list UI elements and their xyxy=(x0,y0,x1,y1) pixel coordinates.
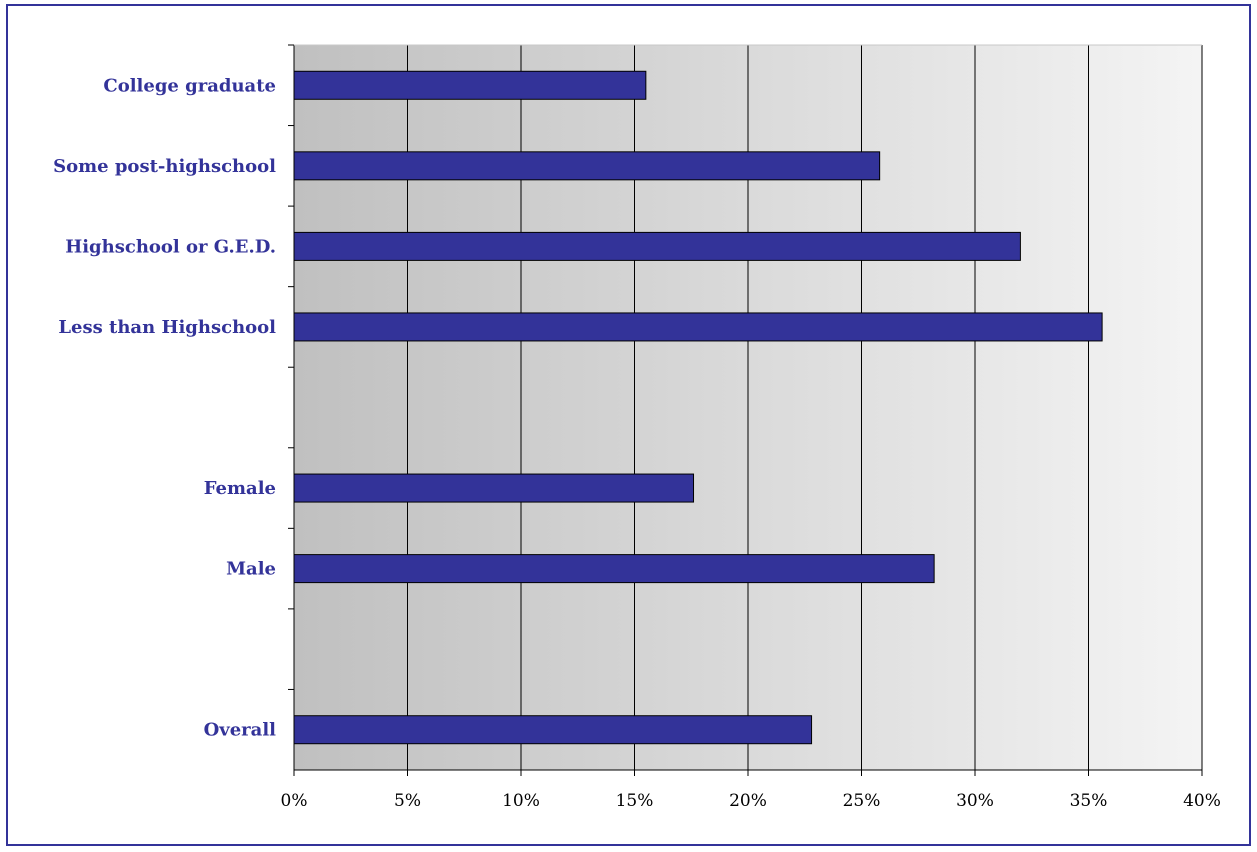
bar xyxy=(293,151,881,181)
category-labels: College graduate Some post-highschool High… xyxy=(53,75,276,740)
axes xyxy=(288,44,1203,776)
x-tick-label: 30% xyxy=(956,791,994,811)
x-tick-label: 35% xyxy=(1070,791,1108,811)
x-tick-label: 0% xyxy=(281,791,308,811)
x-tick-label: 40% xyxy=(1183,791,1221,811)
category-label: Overall xyxy=(204,720,277,741)
category-label: College graduate xyxy=(103,75,276,96)
bar xyxy=(293,554,935,584)
category-label: Female xyxy=(204,478,276,499)
bar xyxy=(293,715,813,745)
category-label: Male xyxy=(226,559,276,580)
x-tick-label: 15% xyxy=(616,791,654,811)
x-tick-label: 25% xyxy=(843,791,881,811)
category-label: Highschool or G.E.D. xyxy=(65,236,276,257)
x-tick-label: 5% xyxy=(394,791,421,811)
bar xyxy=(293,70,647,100)
bar xyxy=(293,231,1021,261)
x-tick-labels: 0% 5% 10% 15% 20% 25% 30% 35% 40% xyxy=(281,791,1221,811)
category-label: Less than Highschool xyxy=(58,317,276,338)
bar xyxy=(293,473,695,503)
category-label: Some post-highschool xyxy=(53,156,276,177)
x-tick-label: 20% xyxy=(729,791,767,811)
bar xyxy=(293,312,1103,342)
x-tick-label: 10% xyxy=(502,791,540,811)
